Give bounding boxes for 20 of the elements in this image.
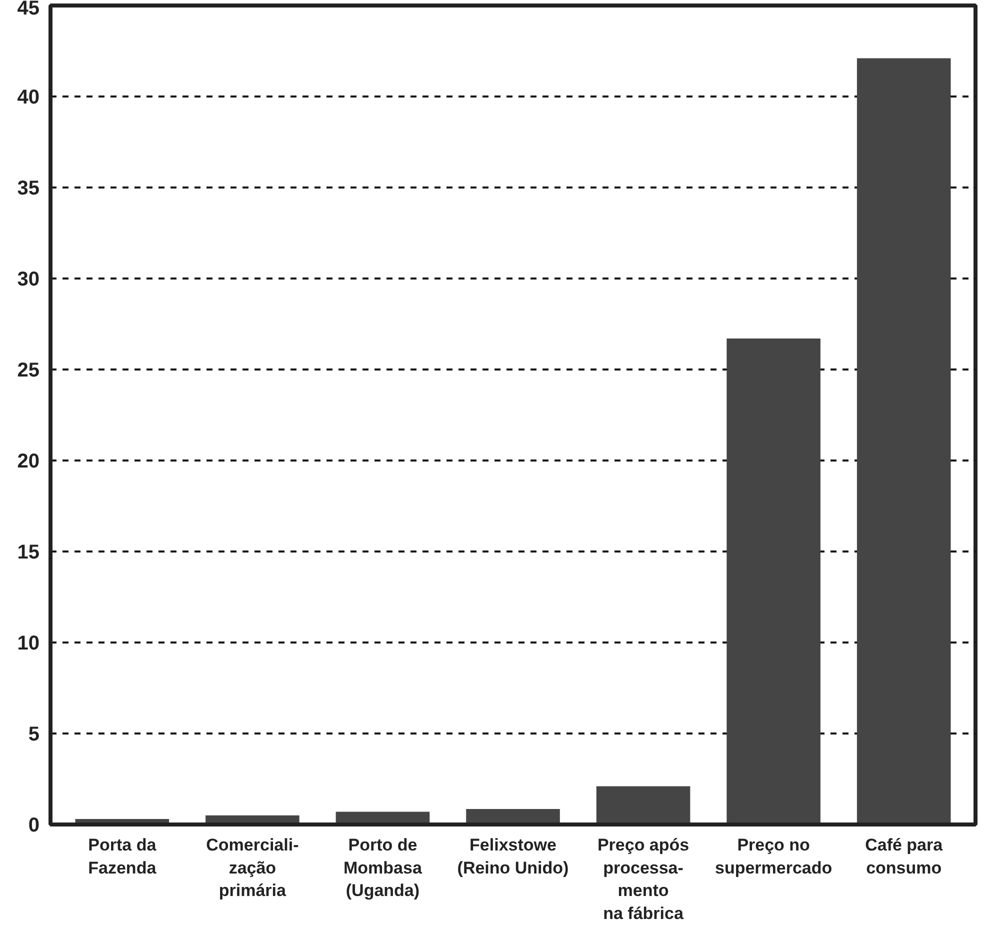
y-tick-label: 25 — [17, 360, 40, 382]
y-tick-label: 30 — [17, 268, 40, 290]
y-tick-label: 35 — [17, 178, 40, 200]
bar — [596, 786, 690, 824]
y-tick-label: 40 — [17, 86, 40, 108]
x-tick-label: Porto de Mombasa (Uganda) — [344, 836, 422, 900]
bar — [726, 338, 820, 824]
y-tick-label: 10 — [17, 632, 40, 654]
y-tick-label: 45 — [17, 0, 40, 20]
x-tick-label: Felixstowe (Reino Unido) — [457, 836, 569, 878]
y-tick-label: 20 — [17, 450, 40, 472]
x-tick-label: Preço no supermercado — [714, 836, 832, 878]
bar — [856, 58, 951, 824]
x-tick-label: Café para consumo — [865, 836, 944, 878]
y-tick-label: 5 — [28, 724, 40, 746]
x-tick-label: Preço após processa- mento na fábrica — [597, 836, 690, 923]
y-tick-label: 0 — [28, 814, 40, 836]
x-tick-label: Comerciali- zação primária — [206, 836, 299, 900]
x-tick-label: Porta da Fazenda — [88, 836, 157, 878]
y-tick-label: 15 — [17, 542, 40, 564]
